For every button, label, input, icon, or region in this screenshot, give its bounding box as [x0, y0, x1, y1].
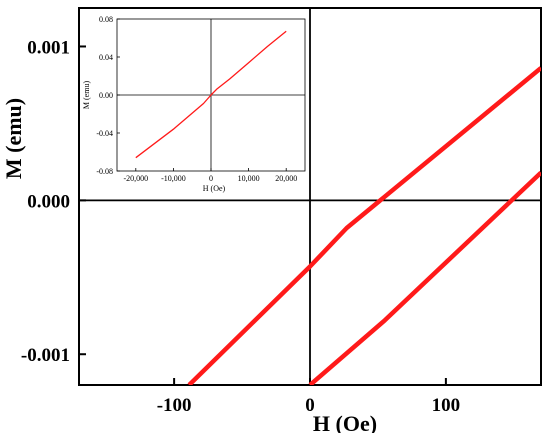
inset-series-line-1 [135, 30, 287, 159]
main-y-tick-label: 0.001 [27, 37, 70, 58]
main-x-tick-label: 100 [432, 395, 461, 416]
inset-x-tick-label: -10,000 [161, 174, 186, 183]
inset-y-axis-label: M (emu) [82, 81, 91, 110]
inset-x-tick-label: -20,000 [123, 174, 148, 183]
inset-y-tick-label: -0.04 [96, 129, 113, 138]
main-y-tick-label: -0.001 [21, 345, 70, 366]
inset-y-tick-label: 0.08 [99, 15, 113, 24]
main-x-axis-label: H (Oe) [313, 411, 377, 433]
main-series-line-2 [308, 170, 541, 385]
main-x-tick-label: 0 [305, 395, 315, 416]
inset-y-tick-label: -0.08 [96, 167, 113, 176]
inset-chart: -20,000 -10,000 0 10,000 20,000 -0.08 -0.04 0.0… [82, 15, 306, 193]
main-y-tick-label: 0.000 [27, 191, 70, 212]
main-x-tick-label: -100 [157, 395, 192, 416]
inset-x-tick-label: 20,000 [275, 174, 297, 183]
inset-y-tick-label: 0.04 [99, 53, 113, 62]
inset-x-tick-label: 0 [209, 174, 213, 183]
main-y-axis-label: M (emu) [1, 98, 26, 179]
main-series-line-1 [187, 66, 541, 385]
inset-x-axis-label: H (Oe) [203, 184, 226, 193]
inset-y-tick-label: 0.00 [99, 91, 113, 100]
inset-x-tick-label: 10,000 [238, 174, 260, 183]
